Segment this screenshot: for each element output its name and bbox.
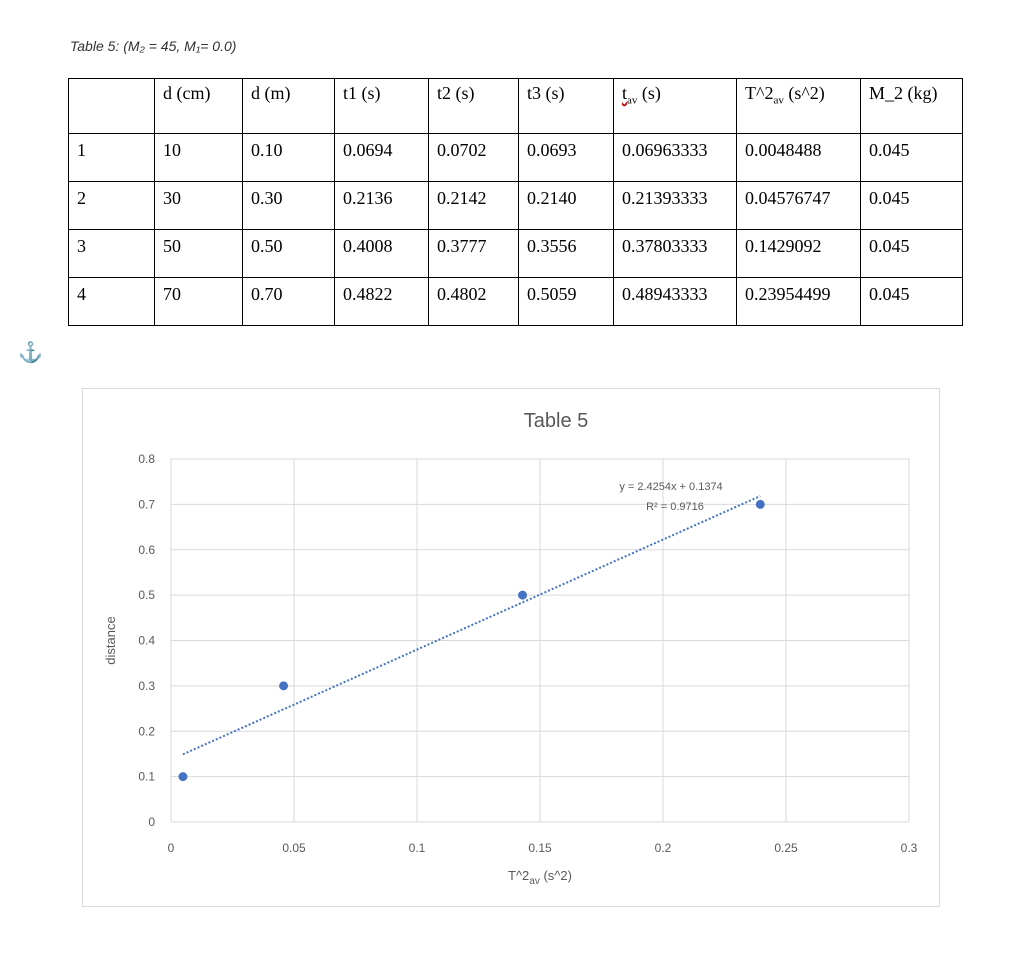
table-cell: 0.0048488 [736, 133, 861, 182]
table-cell: 0.48943333 [613, 277, 737, 326]
table-cell: 2 [68, 181, 155, 230]
trendline-r2: R² = 0.9716 [646, 501, 704, 513]
y-tick-label: 0.6 [138, 543, 155, 557]
y-tick-label: 0.8 [138, 452, 155, 466]
x-tick-label: 0.15 [528, 841, 552, 855]
table-cell: 1 [68, 133, 155, 182]
header-cell-index [68, 78, 155, 134]
table-cell: 0.2136 [334, 181, 429, 230]
x-tick-label: 0.2 [655, 841, 672, 855]
table-row: 3 50 0.50 0.4008 0.3777 0.3556 0.37803333 0.142… [68, 229, 963, 278]
table-cell: 0.10 [242, 133, 335, 182]
x-tick-label: 0 [168, 841, 175, 855]
trendline [182, 495, 761, 756]
data-point [755, 499, 765, 509]
table-cell: 0.4008 [334, 229, 429, 278]
header-cell-t3: t3 (s) [518, 78, 614, 134]
table-caption: Table 5: (M₂ = 45, M₁= 0.0) [70, 38, 237, 54]
table-cell: 0.37803333 [613, 229, 737, 278]
table-cell: 0.0702 [428, 133, 519, 182]
table-cell: 0.2142 [428, 181, 519, 230]
table-cell: 4 [68, 277, 155, 326]
table-cell: 0.5059 [518, 277, 614, 326]
scatter-chart: 0 0.1 0.2 0.3 0.4 0.5 0.6 0.7 0.8 0 0.05 0.1 0.15 0.2… [103, 410, 918, 887]
x-tick-label: 0.25 [774, 841, 798, 855]
header-cell-d-m: d (m) [242, 78, 335, 134]
table-cell: 0.4822 [334, 277, 429, 326]
table-cell: 0.3777 [428, 229, 519, 278]
header-cell-d-cm: d (cm) [154, 78, 243, 134]
table-cell: 0.045 [860, 133, 963, 182]
table-row: 1 10 0.10 0.0694 0.0702 0.0693 0.06963333 0.004… [68, 133, 963, 182]
table-cell: 50 [154, 229, 243, 278]
header-cell-t2av: T^2av (s^2) [736, 78, 861, 134]
table-cell: 0.04576747 [736, 181, 861, 230]
y-axis-title: distance [103, 616, 118, 664]
x-tick-label: 0.05 [282, 841, 306, 855]
header-cell-tav: tav (s) [613, 78, 737, 134]
table-cell: 30 [154, 181, 243, 230]
data-point [279, 681, 289, 691]
chart-title: Table 5 [524, 410, 589, 432]
y-tick-label: 0.2 [138, 724, 155, 738]
anchor-icon: ⚓ [18, 342, 43, 364]
table-cell: 0.06963333 [613, 133, 737, 182]
table-cell: 70 [154, 277, 243, 326]
y-tick-label: 0.7 [138, 497, 155, 511]
table-cell: 0.2140 [518, 181, 614, 230]
chart-frame: 0 0.1 0.2 0.3 0.4 0.5 0.6 0.7 0.8 0 0.05 0.1 0.15 0.2… [82, 388, 940, 907]
table-cell: 0.21393333 [613, 181, 737, 230]
y-tick-label: 0.1 [138, 770, 155, 784]
table-cell: 3 [68, 229, 155, 278]
table-cell: 0.0693 [518, 133, 614, 182]
table-cell: 0.30 [242, 181, 335, 230]
table-row: 4 70 0.70 0.4822 0.4802 0.5059 0.48943333 0.239… [68, 277, 963, 326]
table-cell: 0.23954499 [736, 277, 861, 326]
table-body: 1 10 0.10 0.0694 0.0702 0.0693 0.06963333 0.004… [68, 133, 963, 326]
x-tick-label: 0.3 [901, 841, 918, 855]
x-axis-title: T^2av (s^2) [508, 868, 572, 887]
data-point [178, 772, 188, 782]
y-tick-label: 0.3 [138, 679, 155, 693]
table-cell: 0.50 [242, 229, 335, 278]
data-table: d (cm) d (m) t1 (s) t2 (s) t3 (s) tav (s… [68, 78, 963, 326]
table-cell: 0.0694 [334, 133, 429, 182]
table-cell: 0.045 [860, 229, 963, 278]
table-cell: 0.70 [242, 277, 335, 326]
y-tick-label: 0.5 [138, 588, 155, 602]
table-header-row: d (cm) d (m) t1 (s) t2 (s) t3 (s) tav (s… [68, 78, 963, 134]
header-cell-t2: t2 (s) [428, 78, 519, 134]
table-cell: 0.1429092 [736, 229, 861, 278]
trendline-equation: y = 2.4254x + 0.1374 [619, 481, 722, 493]
x-tick-label: 0.1 [409, 841, 426, 855]
table-cell: 0.045 [860, 277, 963, 326]
header-cell-m2: M_2 (kg) [860, 78, 963, 134]
table-row: 2 30 0.30 0.2136 0.2142 0.2140 0.21393333 0.045… [68, 181, 963, 230]
table-cell: 10 [154, 133, 243, 182]
y-tick-label: 0.4 [138, 634, 155, 648]
table-cell: 0.4802 [428, 277, 519, 326]
table-cell: 0.3556 [518, 229, 614, 278]
table-cell: 0.045 [860, 181, 963, 230]
data-point [518, 590, 528, 600]
header-cell-t1: t1 (s) [334, 78, 429, 134]
y-tick-label: 0 [148, 815, 155, 829]
